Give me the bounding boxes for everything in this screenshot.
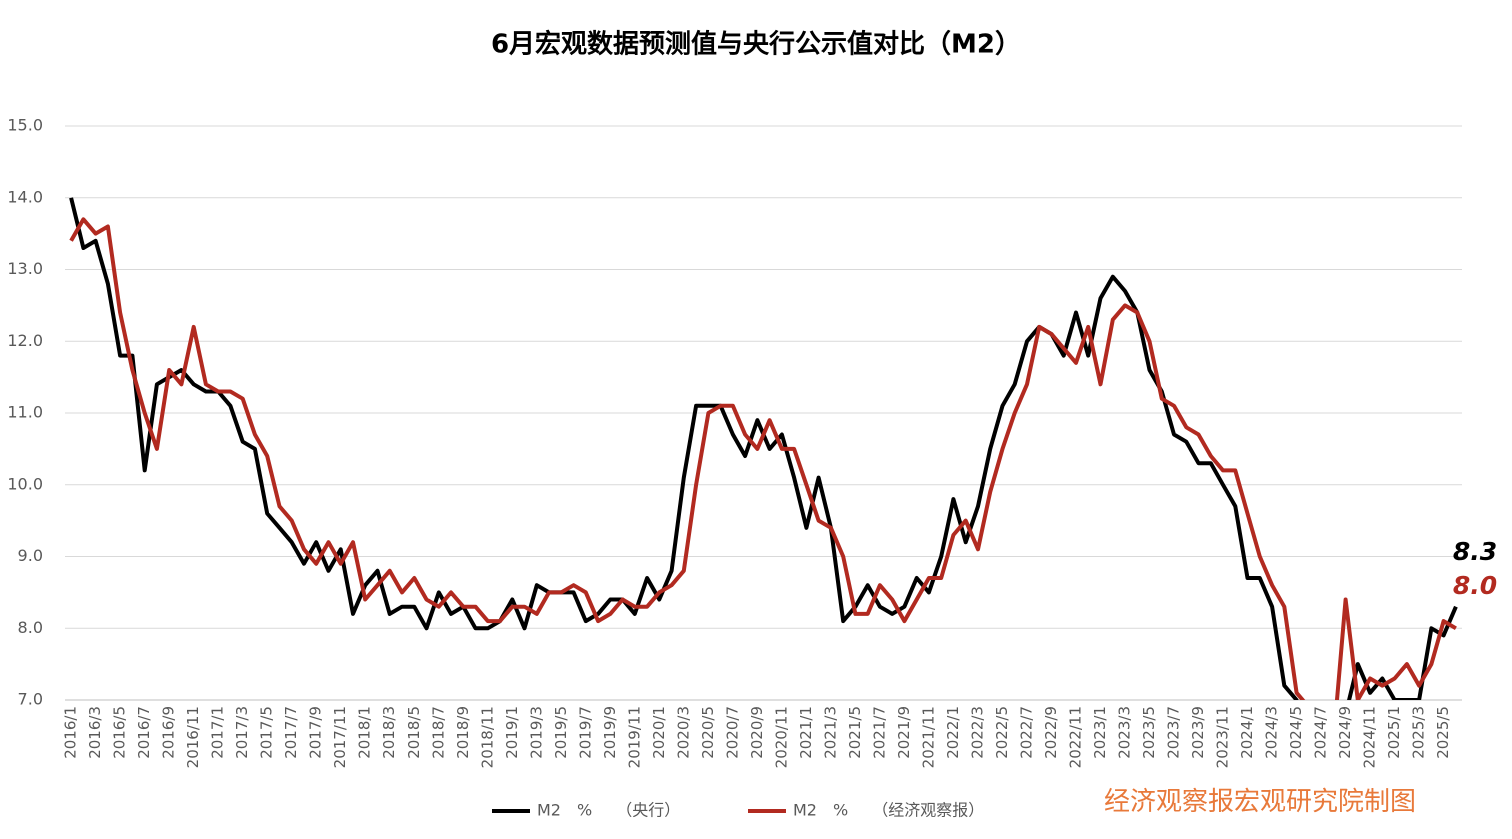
x-tick-label: 2022/7 bbox=[1017, 706, 1035, 759]
x-tick-label: 2016/3 bbox=[86, 706, 104, 759]
x-tick-label: 2019/5 bbox=[552, 706, 570, 759]
plot-area bbox=[69, 197, 1458, 700]
y-tick-label: 13.0 bbox=[7, 259, 43, 278]
x-tick-label: 2018/5 bbox=[405, 706, 423, 759]
x-tick-label: 2020/11 bbox=[772, 706, 790, 768]
x-tick-label: 2023/5 bbox=[1140, 706, 1158, 759]
x-tick-label: 2022/9 bbox=[1042, 706, 1060, 759]
x-tick-label: 2017/9 bbox=[307, 706, 325, 759]
x-tick-label: 2017/11 bbox=[331, 706, 349, 768]
x-tick-label: 2016/5 bbox=[111, 706, 129, 759]
y-tick-label: 7.0 bbox=[18, 690, 43, 709]
legend-label: M2 % （经济观察报） bbox=[793, 801, 984, 820]
x-tick-label: 2019/7 bbox=[576, 706, 594, 759]
x-tick-label: 2017/7 bbox=[282, 706, 300, 759]
x-tick-label: 2016/1 bbox=[62, 706, 80, 759]
x-tick-label: 2020/9 bbox=[748, 706, 766, 759]
y-tick-label: 10.0 bbox=[7, 474, 43, 493]
x-tick-label: 2016/9 bbox=[160, 706, 178, 759]
x-tick-label: 2023/3 bbox=[1116, 706, 1134, 759]
x-tick-label: 2018/11 bbox=[478, 706, 496, 768]
x-tick-label: 2022/5 bbox=[993, 706, 1011, 759]
x-tick-label: 2024/11 bbox=[1361, 706, 1379, 768]
x-tick-label: 2018/7 bbox=[429, 706, 447, 759]
line-series bbox=[69, 217, 1457, 700]
x-tick-label: 2024/9 bbox=[1336, 706, 1354, 759]
x-tick-label: 2018/3 bbox=[380, 706, 398, 759]
x-tick-label: 2022/3 bbox=[968, 706, 986, 759]
x-tick-label: 2021/3 bbox=[821, 706, 839, 759]
x-tick-label: 2021/1 bbox=[797, 706, 815, 759]
y-tick-label: 9.0 bbox=[18, 546, 43, 565]
x-tick-label: 2021/5 bbox=[846, 706, 864, 759]
y-tick-label: 14.0 bbox=[7, 187, 43, 206]
x-tick-label: 2017/3 bbox=[233, 706, 251, 759]
x-tick-label: 2016/7 bbox=[135, 706, 153, 759]
legend-label: M2 % （央行） bbox=[537, 801, 680, 820]
x-tick-label: 2025/3 bbox=[1410, 706, 1428, 759]
x-tick-label: 2024/3 bbox=[1263, 706, 1281, 759]
x-tick-label: 2021/9 bbox=[895, 706, 913, 759]
x-tick-label: 2018/9 bbox=[454, 706, 472, 759]
line-series bbox=[69, 197, 1458, 700]
x-tick-label: 2016/11 bbox=[184, 706, 202, 768]
x-tick-label: 2019/11 bbox=[625, 706, 643, 768]
x-tick-label: 2021/11 bbox=[919, 706, 937, 768]
x-tick-label: 2023/9 bbox=[1189, 706, 1207, 759]
x-tick-label: 2019/9 bbox=[601, 706, 619, 759]
x-tick-label: 2024/7 bbox=[1312, 706, 1330, 759]
x-tick-label: 2020/1 bbox=[650, 706, 668, 759]
x-tick-label: 2025/5 bbox=[1434, 706, 1452, 759]
y-tick-label: 11.0 bbox=[7, 403, 43, 422]
x-tick-label: 2021/7 bbox=[870, 706, 888, 759]
x-tick-label: 2020/3 bbox=[674, 706, 692, 759]
end-label: 8.0 bbox=[1453, 571, 1497, 600]
x-tick-label: 2023/1 bbox=[1091, 706, 1109, 759]
end-label: 8.3 bbox=[1453, 537, 1497, 566]
y-tick-label: 12.0 bbox=[7, 331, 43, 350]
x-tick-label: 2024/1 bbox=[1238, 706, 1256, 759]
y-tick-label: 8.0 bbox=[18, 618, 43, 637]
y-tick-label: 15.0 bbox=[7, 116, 43, 135]
x-tick-label: 2023/11 bbox=[1214, 706, 1232, 768]
x-tick-label: 2024/5 bbox=[1287, 706, 1305, 759]
x-tick-label: 2020/5 bbox=[699, 706, 717, 759]
x-tick-label: 2019/3 bbox=[527, 706, 545, 759]
watermark: 经济观察报宏观研究院制图 bbox=[1104, 787, 1416, 817]
x-tick-label: 2020/7 bbox=[723, 706, 741, 759]
x-tick-label: 2022/1 bbox=[944, 706, 962, 759]
x-tick-label: 2017/5 bbox=[258, 706, 276, 759]
x-tick-label: 2017/1 bbox=[209, 706, 227, 759]
x-tick-label: 2023/7 bbox=[1165, 706, 1183, 759]
x-tick-label: 2025/1 bbox=[1385, 706, 1403, 759]
x-tick-label: 2018/1 bbox=[356, 706, 374, 759]
chart-title: 6月宏观数据预测值与央行公示值对比（M2） bbox=[491, 29, 1021, 60]
x-tick-label: 2019/1 bbox=[503, 706, 521, 759]
x-tick-label: 2022/11 bbox=[1066, 706, 1084, 768]
